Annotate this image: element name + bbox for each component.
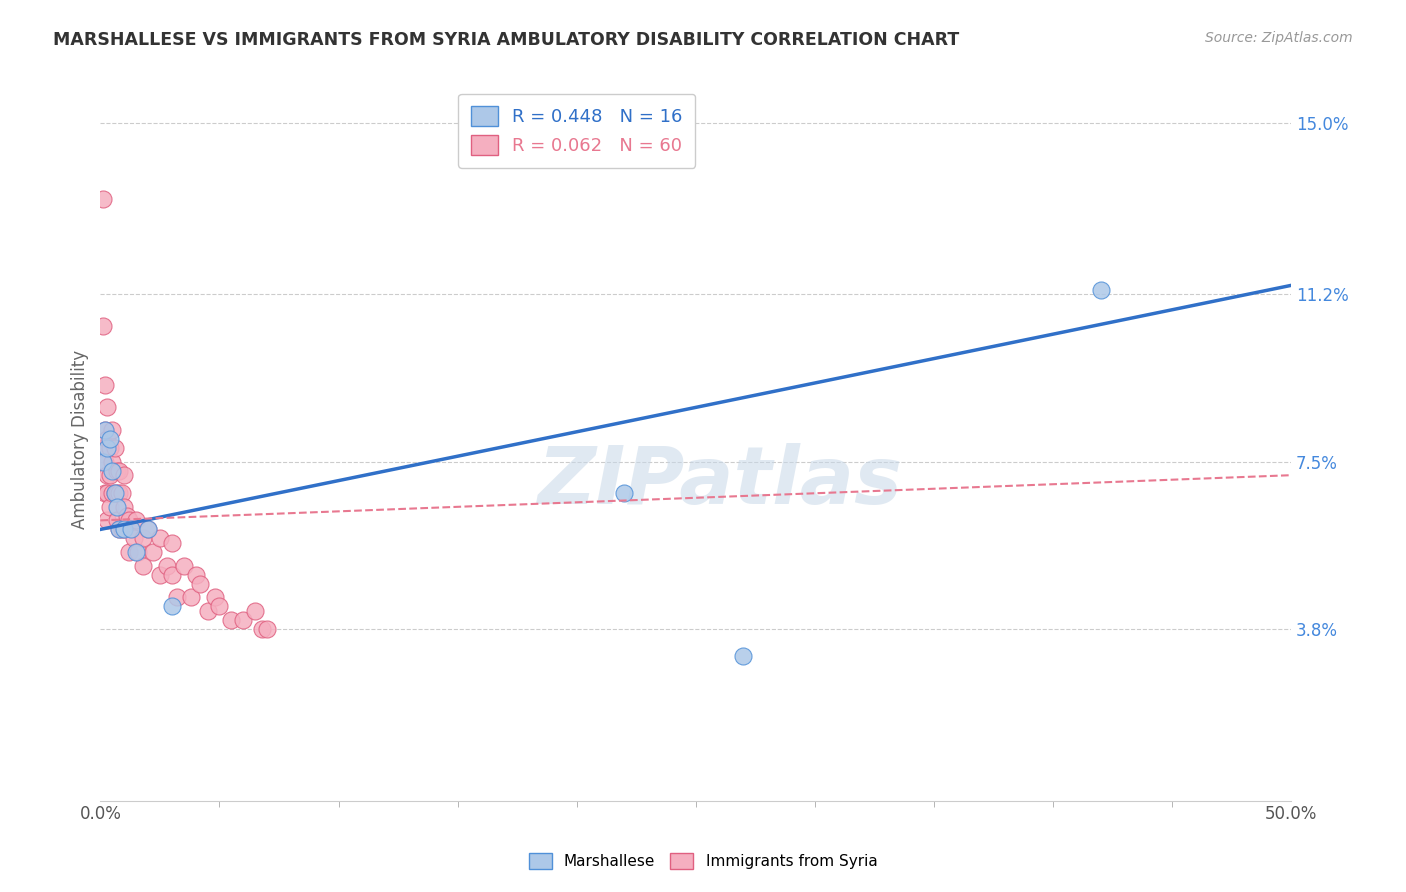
Point — [221, 613, 243, 627]
Point — [94, 377, 117, 392]
Point — [98, 500, 121, 514]
Point — [96, 432, 118, 446]
Point — [96, 401, 118, 415]
Point — [166, 591, 188, 605]
Point — [208, 599, 231, 614]
Point — [105, 500, 128, 514]
Point — [96, 441, 118, 455]
Point — [112, 523, 135, 537]
Point — [112, 468, 135, 483]
Text: ZIPatlas: ZIPatlas — [537, 443, 903, 522]
Point — [1090, 283, 1112, 297]
Point — [94, 455, 117, 469]
Point — [115, 508, 138, 523]
Text: MARSHALLESE VS IMMIGRANTS FROM SYRIA AMBULATORY DISABILITY CORRELATION CHART: MARSHALLESE VS IMMIGRANTS FROM SYRIA AMB… — [53, 31, 960, 49]
Point — [149, 532, 172, 546]
Point — [105, 486, 128, 500]
Point — [118, 545, 141, 559]
Point — [98, 441, 121, 455]
Point — [173, 558, 195, 573]
Point — [160, 567, 183, 582]
Point — [94, 423, 117, 437]
Point — [91, 455, 114, 469]
Y-axis label: Ambulatory Disability: Ambulatory Disability — [72, 350, 89, 529]
Point — [108, 464, 131, 478]
Legend: R = 0.448   N = 16, R = 0.062   N = 60: R = 0.448 N = 16, R = 0.062 N = 60 — [458, 94, 696, 168]
Point — [256, 622, 278, 636]
Point — [142, 545, 165, 559]
Point — [98, 432, 121, 446]
Point — [91, 441, 114, 455]
Point — [197, 604, 219, 618]
Point — [149, 567, 172, 582]
Point — [156, 558, 179, 573]
Point — [108, 486, 131, 500]
Point — [733, 648, 755, 663]
Point — [105, 513, 128, 527]
Legend: Marshallese, Immigrants from Syria: Marshallese, Immigrants from Syria — [523, 847, 883, 875]
Point — [125, 545, 148, 559]
Point — [104, 486, 127, 500]
Point — [232, 613, 254, 627]
Point — [96, 486, 118, 500]
Point — [96, 468, 118, 483]
Point — [136, 523, 159, 537]
Point — [127, 545, 149, 559]
Point — [101, 486, 124, 500]
Point — [94, 486, 117, 500]
Point — [120, 523, 142, 537]
Point — [184, 567, 207, 582]
Text: Source: ZipAtlas.com: Source: ZipAtlas.com — [1205, 31, 1353, 45]
Point — [136, 523, 159, 537]
Point — [91, 319, 114, 334]
Point — [190, 576, 212, 591]
Point — [101, 464, 124, 478]
Point — [120, 523, 142, 537]
Point — [118, 513, 141, 527]
Point — [613, 486, 636, 500]
Point — [252, 622, 274, 636]
Point — [94, 423, 117, 437]
Point — [101, 455, 124, 469]
Point — [98, 468, 121, 483]
Point — [160, 599, 183, 614]
Point — [96, 513, 118, 527]
Point — [132, 558, 155, 573]
Point — [104, 441, 127, 455]
Point — [105, 464, 128, 478]
Point — [108, 523, 131, 537]
Point — [101, 423, 124, 437]
Point — [112, 500, 135, 514]
Point — [122, 532, 145, 546]
Point — [108, 523, 131, 537]
Point — [112, 523, 135, 537]
Point — [111, 523, 134, 537]
Point — [125, 513, 148, 527]
Point — [91, 193, 114, 207]
Point — [104, 486, 127, 500]
Point — [243, 604, 266, 618]
Point — [204, 591, 226, 605]
Point — [160, 536, 183, 550]
Point — [180, 591, 202, 605]
Point — [132, 532, 155, 546]
Point — [111, 486, 134, 500]
